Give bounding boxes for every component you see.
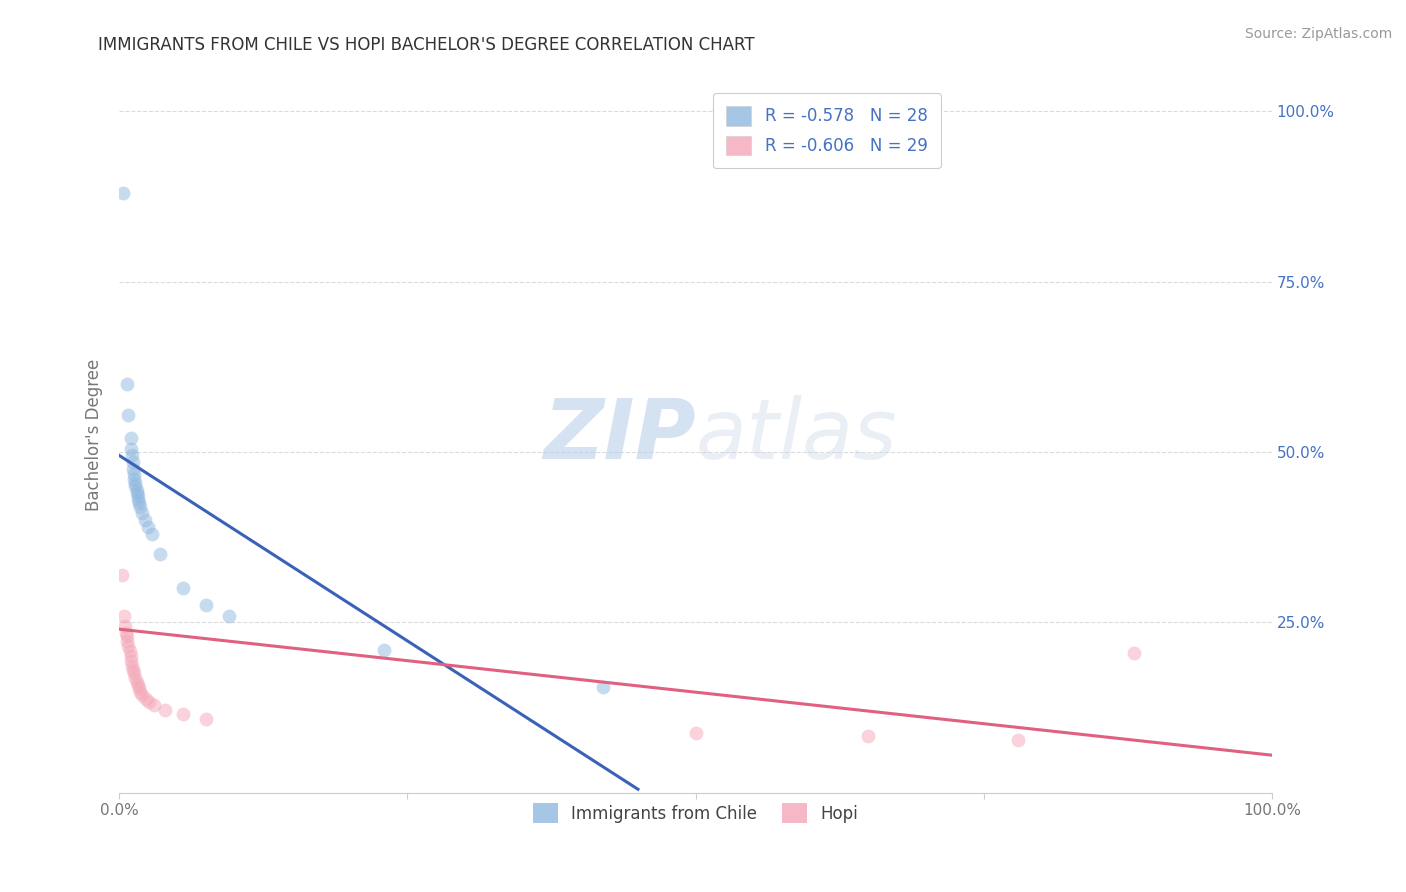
Point xyxy=(125,486,148,500)
Point xyxy=(127,678,149,692)
Point xyxy=(122,472,145,486)
Point xyxy=(112,608,135,623)
Point xyxy=(129,685,152,699)
Point xyxy=(172,582,194,596)
Point xyxy=(117,639,139,653)
Point xyxy=(121,659,143,673)
Text: IMMIGRANTS FROM CHILE VS HOPI BACHELOR'S DEGREE CORRELATION CHART: IMMIGRANTS FROM CHILE VS HOPI BACHELOR'S… xyxy=(98,36,755,54)
Point xyxy=(128,681,150,696)
Point xyxy=(120,649,142,664)
Point xyxy=(117,634,139,648)
Point xyxy=(122,663,145,677)
Point xyxy=(125,674,148,689)
Text: atlas: atlas xyxy=(696,394,897,475)
Point xyxy=(131,507,153,521)
Point xyxy=(141,526,163,541)
Point xyxy=(127,492,149,507)
Point xyxy=(129,500,152,514)
Point xyxy=(685,725,707,739)
Point xyxy=(128,496,150,510)
Point xyxy=(122,467,145,481)
Point xyxy=(117,408,139,422)
Point xyxy=(114,619,136,633)
Point xyxy=(218,608,240,623)
Point xyxy=(194,599,217,613)
Point xyxy=(122,455,145,469)
Point xyxy=(155,702,177,716)
Point xyxy=(122,462,145,476)
Point xyxy=(172,707,194,722)
Point xyxy=(138,695,160,709)
Point xyxy=(110,567,132,582)
Point xyxy=(120,432,142,446)
Point xyxy=(115,625,138,640)
Point xyxy=(125,483,148,497)
Point xyxy=(124,479,146,493)
Point xyxy=(1122,646,1144,660)
Point xyxy=(592,680,614,694)
Y-axis label: Bachelor's Degree: Bachelor's Degree xyxy=(86,359,103,511)
Point xyxy=(1007,732,1029,747)
Legend: Immigrants from Chile, Hopi: Immigrants from Chile, Hopi xyxy=(522,792,870,834)
Point xyxy=(117,376,139,391)
Point xyxy=(135,691,157,706)
Point xyxy=(122,666,145,681)
Point xyxy=(120,442,142,456)
Point xyxy=(194,712,217,726)
Point xyxy=(118,644,141,658)
Text: Source: ZipAtlas.com: Source: ZipAtlas.com xyxy=(1244,27,1392,41)
Point xyxy=(124,671,146,685)
Point xyxy=(117,629,139,643)
Point xyxy=(134,513,156,527)
Text: ZIP: ZIP xyxy=(543,394,696,475)
Point xyxy=(373,642,395,657)
Point xyxy=(142,698,165,713)
Point xyxy=(124,475,146,490)
Point xyxy=(149,547,172,561)
Point xyxy=(858,729,880,743)
Point xyxy=(111,186,134,201)
Point xyxy=(121,449,143,463)
Point xyxy=(131,688,153,702)
Point xyxy=(120,654,142,668)
Point xyxy=(136,520,159,534)
Point xyxy=(127,489,149,503)
